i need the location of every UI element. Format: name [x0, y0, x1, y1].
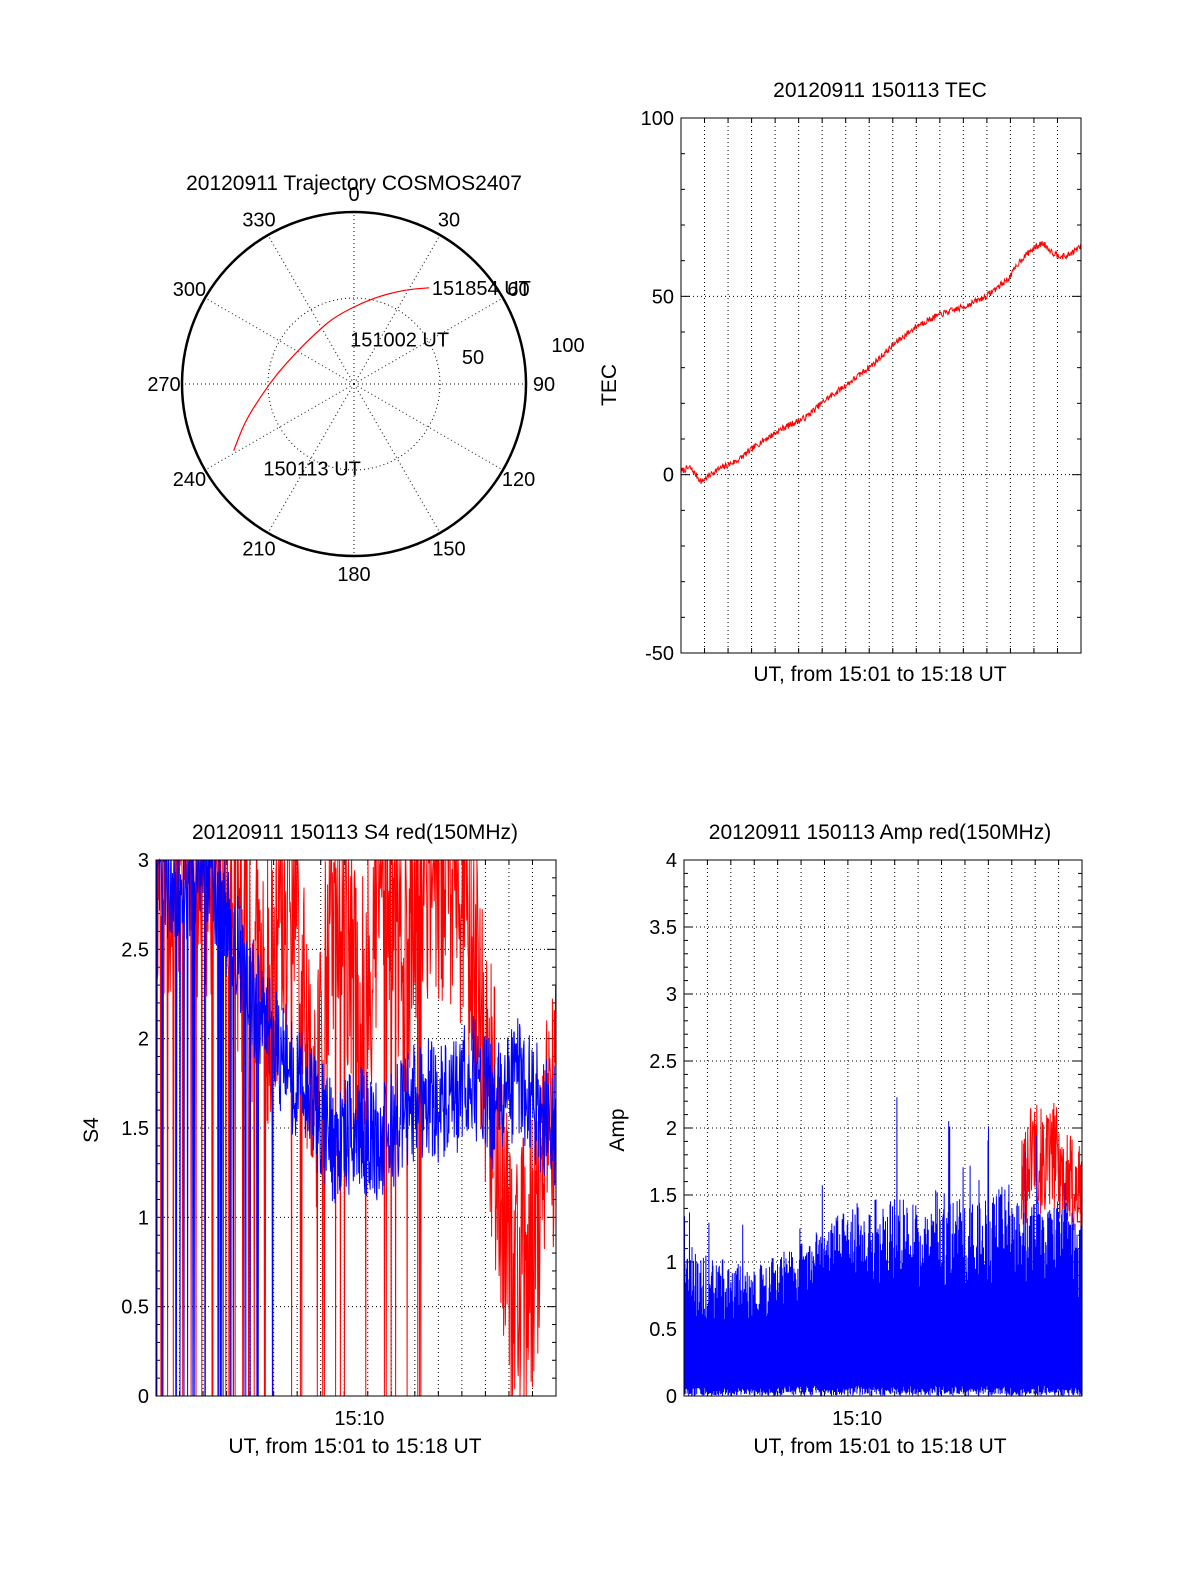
polar-spoke [353, 234, 441, 385]
amp-xlabel: UT, from 15:01 to 15:18 UT [753, 1435, 1006, 1458]
y-tick-label: 1 [666, 1252, 677, 1274]
trajectory-annotations: 151854 UT 151002 UT 150113 UT [263, 278, 530, 481]
polar-spoke [204, 383, 355, 471]
polar-spoke [267, 383, 355, 534]
trajectory-annotation: 151002 UT [350, 329, 449, 351]
y-tick-label: 0 [663, 465, 674, 487]
s4-xlabel: UT, from 15:01 to 15:18 UT [228, 1435, 481, 1458]
polar-spoke [353, 383, 441, 534]
azimuth-label: 120 [502, 469, 535, 491]
tec-series [680, 240, 1082, 485]
amp-series [683, 1097, 1083, 1397]
azimuth-labels: 0 30 60 90 120 150 180 210 240 270 300 330 [147, 184, 555, 586]
polar-spoke [353, 383, 504, 471]
y-tick-label: 3 [666, 984, 677, 1006]
y-tick-label: 1 [138, 1207, 149, 1229]
amp-ylabel: Amp [606, 1108, 629, 1151]
y-tick-label: -50 [645, 643, 674, 665]
polar-spoke [204, 297, 355, 385]
polar-outer-circle [180, 210, 528, 558]
y-tick-label: 3 [138, 850, 149, 872]
polar-inner-circle [267, 297, 441, 471]
azimuth-label: 270 [147, 374, 180, 396]
azimuth-label: 240 [173, 469, 206, 491]
azimuth-label: 90 [533, 374, 555, 396]
trajectory-annotation: 150113 UT [263, 458, 360, 480]
tec-y-ticks: -50 0 50 100 [641, 108, 1081, 665]
tec-title: 20120911 150113 TEC [773, 79, 987, 102]
tec-xlabel: UT, from 15:01 to 15:18 UT [753, 663, 1006, 686]
y-tick-label: 2 [666, 1118, 677, 1140]
y-tick-label: 100 [641, 108, 674, 130]
tec-grid [681, 118, 1081, 653]
radial-label: 50 [462, 347, 484, 369]
tec-line [680, 240, 1082, 485]
tec-frame [680, 117, 1082, 654]
y-tick-label: 0 [666, 1386, 677, 1408]
azimuth-label: 210 [242, 539, 275, 561]
amp-plot: 20120911 150113 Amp red(150MHz) 0 0.5 1 1.5… [606, 821, 1083, 1458]
s4-frame [155, 859, 557, 1397]
y-tick-label: 2.5 [121, 939, 149, 961]
s4-title: 20120911 150113 S4 red(150MHz) [192, 821, 518, 844]
tec-plot: 20120911 150113 TEC -50 0 50 100 UT, from 1… [598, 79, 1082, 686]
amp-y-ticks: 0 0.5 1 1.5 2 2.5 3 3.5 4 [649, 850, 1082, 1408]
y-tick-label: 2.5 [649, 1051, 677, 1073]
s4-x-tick-label: 15:10 [334, 1408, 384, 1430]
amp-title: 20120911 150113 Amp red(150MHz) [709, 821, 1051, 844]
y-tick-label: 3.5 [649, 917, 677, 939]
trajectory-plot: 20120911 Trajectory COSMOS2407 0 30 60 90 12… [147, 172, 584, 586]
polar-grid [180, 210, 528, 558]
trajectory-line [233, 287, 430, 451]
y-tick-label: 50 [652, 286, 674, 308]
polar-spoke [267, 234, 355, 385]
radial-labels: 50 100 [462, 335, 585, 369]
radial-label: 100 [551, 335, 584, 357]
trajectory-annotation: 151854 UT [432, 278, 531, 300]
azimuth-label: 0 [348, 184, 359, 206]
polar-spoke [353, 297, 504, 385]
s4-series-line [155, 858, 557, 1397]
y-tick-label: 0 [138, 1386, 149, 1408]
amp-blue-line [683, 1097, 1083, 1397]
y-tick-label: 2 [138, 1029, 149, 1051]
amp-x-tick-label: 15:10 [832, 1408, 882, 1430]
y-tick-label: 0.5 [121, 1297, 149, 1319]
azimuth-label: 330 [242, 209, 275, 231]
y-tick-label: 4 [666, 850, 677, 872]
y-tick-label: 1.5 [649, 1185, 677, 1207]
azimuth-label: 30 [438, 209, 460, 231]
azimuth-label: 150 [432, 539, 465, 561]
y-tick-label: 1.5 [121, 1118, 149, 1140]
trajectory-title: 20120911 Trajectory COSMOS2407 [186, 172, 522, 195]
azimuth-label: 60 [507, 279, 529, 301]
amp-frame [683, 859, 1083, 1397]
y-tick-label: 0.5 [649, 1319, 677, 1341]
s4-ylabel: S4 [80, 1117, 103, 1143]
azimuth-label: 180 [337, 564, 370, 586]
azimuth-label: 300 [173, 279, 206, 301]
s4-plot: 20120911 150113 S4 red(150MHz) 0 0.5 1 1.5 2… [80, 821, 557, 1458]
amp-red-line [1020, 1102, 1083, 1237]
tec-ylabel: TEC [598, 364, 621, 406]
s4-y-ticks: 0 0.5 1 1.5 2 2.5 3 [121, 850, 556, 1408]
